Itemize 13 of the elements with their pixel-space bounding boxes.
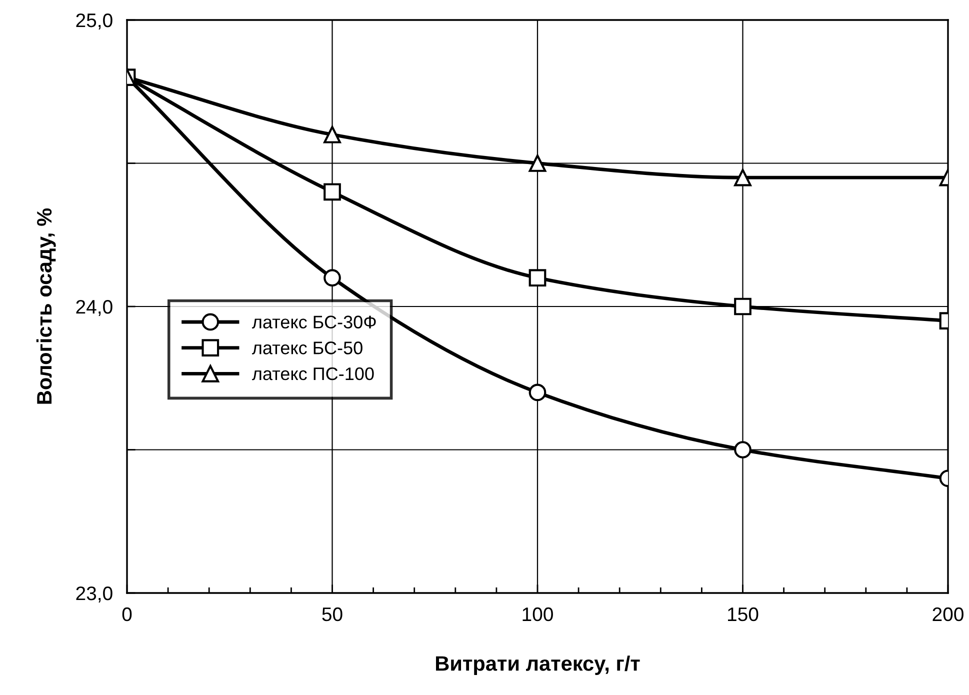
legend-label: латекс БС-30Ф [252,316,376,328]
legend-label: латекс ПС-100 [252,367,374,380]
y-tick-label: 23,0 [76,586,112,603]
x-tick-label: 200 [932,607,964,622]
y-tick-label: 25,0 [76,13,112,30]
legend-label: латекс БС-50 [252,342,362,354]
y-tick-label: 24,0 [76,300,112,316]
x-tick-label: 150 [728,607,758,622]
x-axis-title: Витрати латексу, г/т [436,656,640,675]
x-tick-label: 50 [322,607,342,622]
y-axis-title: Вологість осаду, % [36,208,56,404]
x-tick-label: 0 [122,607,132,622]
x-tick-label: 100 [522,607,553,622]
